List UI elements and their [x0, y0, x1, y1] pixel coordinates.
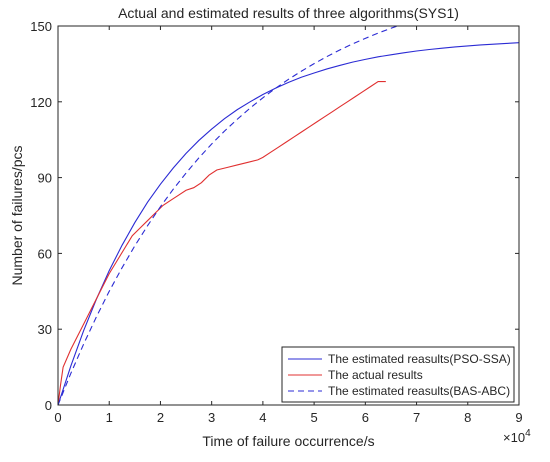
legend: The estimated reasults(PSO-SSA) The actua…	[281, 346, 515, 403]
x-tick-label: 3	[208, 410, 215, 425]
y-tick-label: 90	[38, 171, 52, 186]
y-tick-label: 30	[38, 322, 52, 337]
y-axis-label: Number of failures/pcs	[9, 145, 25, 285]
legend-label-1: The estimated reasults(PSO-SSA)	[328, 352, 511, 366]
y-tick-label: 120	[30, 95, 52, 110]
x-tick-label: 7	[413, 410, 420, 425]
x-tick-label: 8	[464, 410, 471, 425]
legend-label-2: The actual results	[328, 368, 423, 382]
x-exponent-label: ×104	[503, 428, 531, 445]
legend-label-3: The estimated reasults(BAS-ABC)	[328, 384, 510, 398]
y-tick-label: 150	[30, 19, 52, 34]
x-tick-label: 1	[106, 410, 113, 425]
series-line-1	[58, 42, 519, 405]
plot-area	[58, 26, 519, 405]
chart-title: Actual and estimated results of three al…	[118, 5, 459, 21]
x-tick-label: 0	[54, 410, 61, 425]
x-tick-label: 6	[362, 410, 369, 425]
x-tick-label: 5	[310, 410, 317, 425]
x-tick-label: 4	[259, 410, 266, 425]
x-axis-label: Time of failure occurrence/s	[202, 433, 374, 449]
x-tick-label: 2	[157, 410, 164, 425]
y-tick-label: 0	[45, 398, 52, 413]
series-line-2	[58, 81, 386, 405]
y-tick-label: 60	[38, 246, 52, 261]
series-line-3	[58, 26, 399, 405]
x-tick-label: 9	[515, 410, 522, 425]
axes-box	[57, 25, 520, 406]
